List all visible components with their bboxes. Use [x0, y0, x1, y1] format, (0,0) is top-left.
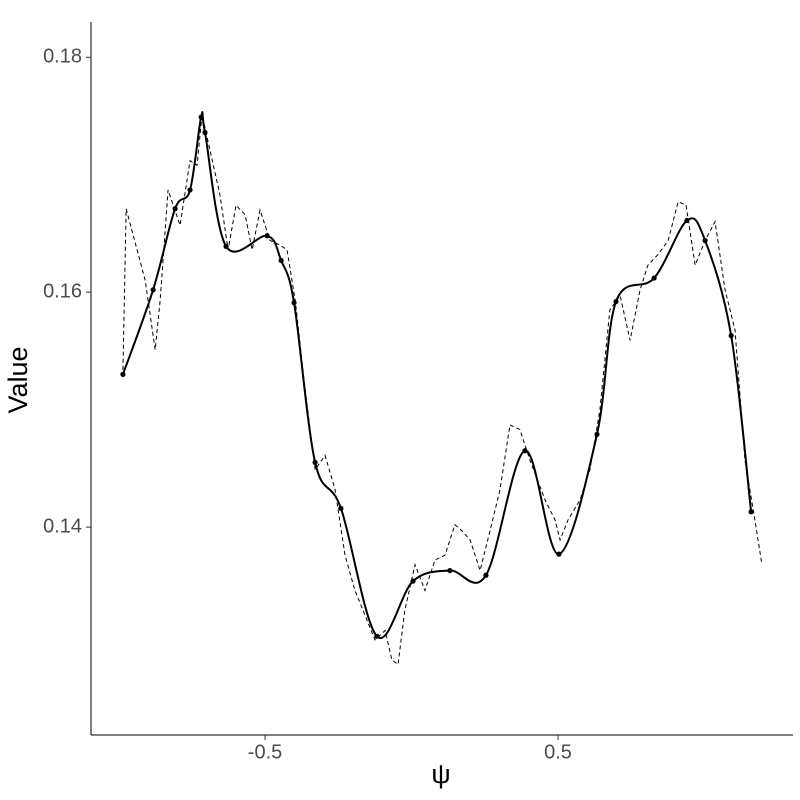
dashed-line: [122, 114, 763, 666]
point: [410, 578, 416, 584]
y-tick-label: 0.18: [43, 46, 82, 68]
point: [447, 567, 453, 574]
point: [120, 371, 126, 377]
point: [172, 206, 178, 212]
point: [187, 187, 193, 193]
point: [278, 257, 284, 264]
x-tick-label: -0.5: [248, 741, 282, 763]
point: [338, 505, 344, 511]
point: [291, 300, 297, 306]
point: [483, 572, 489, 578]
x-tick-label: 0.5: [544, 741, 572, 763]
point: [150, 287, 156, 293]
point: [651, 275, 657, 281]
point: [728, 333, 734, 339]
y-tick-label: 0.14: [43, 515, 82, 537]
x-axis-title: ψ: [431, 759, 450, 789]
y-tick-label: 0.16: [43, 280, 82, 302]
point: [374, 633, 380, 639]
point: [556, 551, 562, 557]
point: [312, 459, 318, 466]
point: [748, 509, 754, 515]
y-axis-title: Value: [3, 346, 33, 413]
